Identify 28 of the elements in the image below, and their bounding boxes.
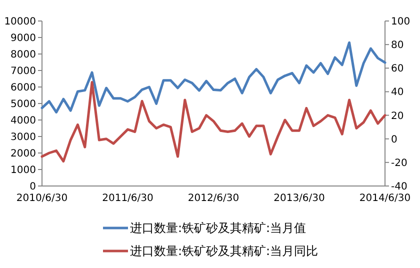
y2-tick-label: 100	[391, 16, 410, 28]
line-series	[40, 81, 386, 162]
x-tick-label: 2011/6/30	[102, 193, 154, 204]
y-tick-label: 1000	[10, 165, 36, 176]
x-tick-label: 2010/6/30	[16, 193, 68, 204]
y-tick-label: 2000	[10, 148, 36, 160]
y2-tick-label: 40	[391, 87, 404, 98]
x-tick-label: 2014/6/30	[359, 193, 411, 204]
y2-tick-label: -40	[391, 182, 408, 192]
line-series	[40, 41, 386, 114]
y-tick-label: 5000	[10, 99, 36, 110]
y-tick-label: 9000	[10, 33, 36, 44]
y-tick-label: 7000	[10, 66, 36, 77]
y-tick-label: 0	[30, 182, 36, 192]
y2-tick-label: 0	[391, 134, 398, 146]
y-tick-label: 10000	[4, 16, 36, 28]
y2-tick-label: 80	[391, 40, 404, 52]
y-tick-label: 8000	[10, 50, 36, 60]
x-tick-label: 2013/6/30	[274, 193, 325, 204]
y-tick-label: 4000	[10, 116, 36, 126]
y-tick-label: 6000	[10, 82, 36, 94]
y2-tick-label: -20	[391, 158, 408, 169]
y-tick-label: 3000	[10, 132, 36, 143]
y2-tick-label: 60	[391, 64, 404, 75]
x-tick-label: 2012/6/30	[188, 193, 240, 204]
legend-label: 进口数量:铁矿砂及其精矿:当月同比	[130, 244, 318, 258]
y2-tick-label: 20	[391, 110, 404, 122]
legend-label: 进口数量:铁矿砂及其精矿:当月值	[130, 221, 306, 236]
